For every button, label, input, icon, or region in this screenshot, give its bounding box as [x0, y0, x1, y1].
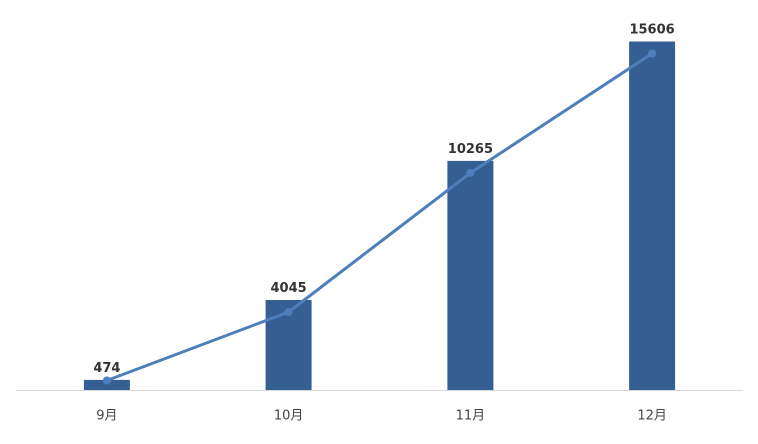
trend-point-2 — [284, 308, 293, 316]
data-labels-layer: 474 4045 10265 15606 — [93, 23, 674, 376]
trend-point-1 — [102, 376, 111, 385]
bars-layer — [83, 41, 676, 391]
bar-1 — [83, 379, 130, 391]
trend-point-3 — [466, 168, 475, 177]
trend-line — [106, 52, 653, 382]
x-tick-labels-layer: 9月 10月 11月 12月 — [96, 409, 667, 424]
bar-3 — [447, 160, 494, 391]
x-tick-label-1: 9月 — [96, 409, 117, 424]
data-label-2: 4045 — [271, 281, 307, 296]
trend-line-layer — [102, 49, 657, 385]
data-label-4: 15606 — [629, 23, 674, 38]
x-tick-label-2: 10月 — [274, 409, 304, 424]
data-label-1: 474 — [93, 361, 120, 376]
x-tick-label-4: 12月 — [637, 409, 667, 424]
data-label-3: 10265 — [448, 142, 493, 157]
x-tick-label-3: 11月 — [456, 409, 486, 424]
bar-4 — [629, 41, 676, 391]
trend-point-4 — [648, 49, 657, 58]
